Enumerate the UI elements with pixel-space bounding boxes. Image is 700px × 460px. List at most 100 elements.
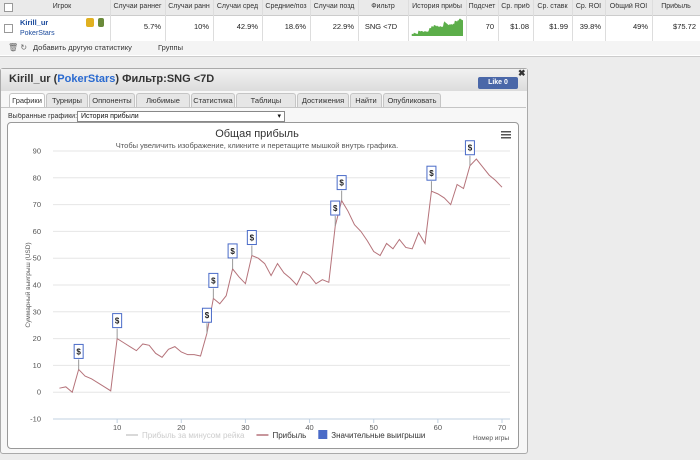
select-arrow: ▾ [277, 113, 281, 120]
column-header[interactable]: Прибыль [661, 3, 691, 10]
like-button[interactable]: Like 0 [478, 77, 518, 89]
y-tick-label: 20 [33, 334, 41, 343]
tab-line [1, 107, 526, 108]
menu-button[interactable] [501, 131, 511, 139]
site-link[interactable]: PokerStars [57, 73, 116, 85]
y-tick-label: 60 [33, 227, 41, 236]
toolbar-icons: 🗑 ↻ [8, 43, 28, 52]
flag-label: $ [339, 179, 344, 188]
icon [86, 18, 94, 27]
cell: $75.72 [673, 22, 696, 31]
icon [98, 18, 104, 27]
col-border [652, 0, 653, 41]
chart-subtitle: Чтобы увеличить изображение, кликните и … [116, 141, 398, 150]
cell: 22.9% [332, 22, 354, 31]
column-header[interactable]: Случаи ранн [168, 3, 210, 10]
y-tick-label: 70 [33, 200, 41, 209]
tab[interactable]: Статистика [191, 93, 235, 107]
chart: Общая прибыль Чтобы увеличить изображени… [7, 122, 519, 449]
flag[interactable] [227, 243, 238, 259]
title-text: Kirill_ur ( [9, 73, 58, 85]
col-border [605, 0, 606, 41]
flag-label: $ [211, 276, 216, 285]
flag[interactable] [336, 175, 347, 191]
cell: 39.8% [579, 22, 601, 31]
column-header[interactable]: Случаи позд [313, 3, 355, 10]
column-header[interactable]: Ср. ROI [575, 3, 602, 10]
flag-label: $ [76, 347, 81, 356]
add-stat-button[interactable]: Добавить другую статистику [33, 43, 132, 52]
tab[interactable]: Графики [9, 93, 45, 107]
selector-label: Выбранные графики: [8, 113, 78, 120]
column-header[interactable]: Фильтр [371, 3, 395, 10]
flag-label: $ [205, 311, 210, 320]
dialog-header [1, 69, 527, 91]
column-header[interactable]: Ср. приб [501, 3, 530, 10]
flag[interactable] [201, 307, 212, 323]
column-header[interactable]: Общий ROI [609, 3, 648, 10]
tab[interactable]: Опубликовать [383, 93, 441, 107]
cell: SNG <7D [364, 22, 398, 31]
table-header [0, 0, 700, 16]
tab[interactable]: Турниры [46, 93, 88, 107]
close-button[interactable]: ✖ [518, 68, 526, 78]
y-tick-label: 10 [33, 361, 41, 370]
site-link[interactable]: PokerStars [20, 30, 55, 37]
column-header[interactable]: Подсчет [468, 3, 496, 10]
legend-entry[interactable]: Значительные выигрыши [331, 431, 425, 440]
dialog-title: Kirill_ur (PokerStars) Фильтр:SNG <7D [9, 73, 214, 85]
flag[interactable] [73, 343, 84, 359]
x-tick-label: 10 [113, 423, 121, 432]
column-header[interactable]: Случаи раннег [113, 3, 162, 10]
chart-select[interactable]: История прибыли ▾ [77, 111, 285, 122]
x-tick-label: 60 [434, 423, 442, 432]
toolbar [0, 41, 700, 55]
flag-label: $ [468, 144, 473, 153]
column-header[interactable]: Случаи сред [216, 3, 259, 10]
tab[interactable]: Таблицы лидеров [236, 93, 296, 118]
checkbox[interactable] [4, 24, 13, 33]
col-border [310, 0, 311, 41]
flag[interactable] [208, 272, 219, 288]
x-tick-label: 40 [305, 423, 313, 432]
player-link[interactable]: Kirill_ur [20, 18, 49, 27]
col-border [358, 0, 359, 41]
cell: 10% [193, 22, 209, 31]
x-tick-label: 50 [370, 423, 378, 432]
flag-label: $ [250, 234, 255, 243]
col-border [572, 0, 573, 41]
col-border [466, 0, 467, 41]
tab[interactable]: Любимые игры [136, 93, 190, 118]
y-tick-label: -10 [30, 415, 41, 424]
sparkline [411, 18, 463, 36]
flag[interactable] [330, 200, 341, 216]
chart-title: Общая прибыль [215, 128, 299, 140]
tab[interactable]: Достижения [297, 93, 349, 107]
flag[interactable] [112, 313, 123, 329]
column-header[interactable]: Ср. ставк [537, 3, 568, 10]
legend-entry[interactable]: Прибыль [272, 431, 306, 440]
flag[interactable] [246, 230, 257, 246]
tab[interactable]: Найти [350, 93, 382, 107]
flag-label: $ [429, 169, 434, 178]
checkbox[interactable] [4, 3, 13, 12]
column-header[interactable]: Средние/поз [265, 3, 307, 10]
title-text: ) Фильтр:SNG <7D [115, 73, 215, 85]
line [59, 158, 503, 394]
select-value: История прибыли [81, 113, 139, 120]
y-tick-label: 80 [33, 173, 41, 182]
col-border [110, 0, 111, 41]
y-tick-label: 40 [33, 281, 41, 290]
y-tick-label: 50 [33, 254, 41, 263]
flag[interactable] [464, 140, 475, 156]
column-header[interactable]: История прибы [412, 3, 462, 10]
x-tick-label: 20 [177, 423, 185, 432]
tab[interactable]: Оппоненты [89, 93, 135, 107]
col-border [408, 0, 409, 41]
groups-button[interactable]: Группы [158, 43, 183, 52]
cell: 49% [632, 22, 648, 31]
col-border [165, 0, 166, 41]
flag[interactable] [426, 165, 437, 181]
legend-entry[interactable]: Прибыль за минусом рейка [142, 431, 245, 440]
